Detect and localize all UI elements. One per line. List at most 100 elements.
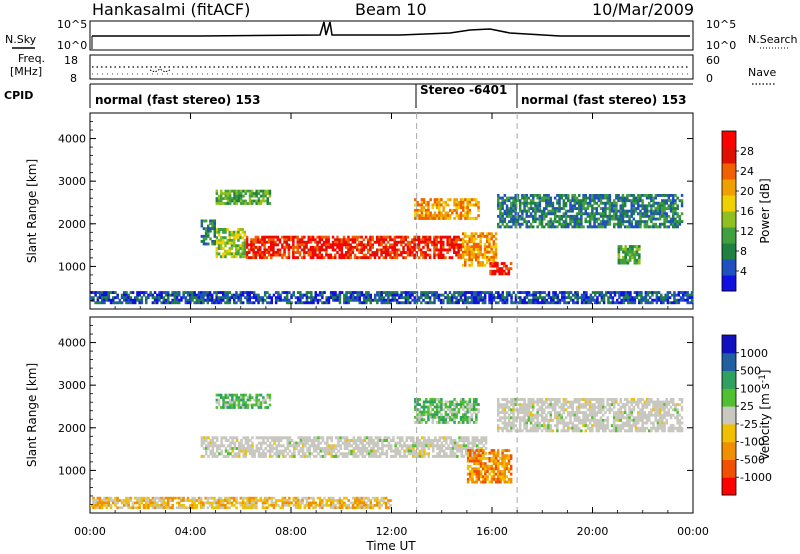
data-cell (617, 222, 620, 226)
data-cell (266, 189, 269, 193)
data-cell (271, 449, 274, 453)
data-cell (552, 301, 555, 305)
data-cell (238, 447, 241, 450)
data-cell (442, 436, 446, 440)
data-cell (571, 421, 574, 425)
data-cell (414, 214, 417, 218)
data-cell (560, 214, 563, 218)
data-cell (200, 224, 204, 228)
data-cell (688, 293, 692, 297)
data-cell (523, 301, 526, 305)
data-cell (455, 415, 458, 419)
data-cell (312, 296, 315, 300)
data-cell (468, 211, 472, 215)
data-cell (512, 220, 515, 224)
data-cell (244, 436, 248, 440)
data-cell (582, 212, 585, 216)
data-cell (455, 410, 458, 414)
data-cell (597, 398, 601, 401)
data-cell (630, 204, 633, 208)
data-cell (328, 452, 331, 456)
data-cell (261, 298, 265, 302)
data-cell (518, 222, 522, 226)
data-cell (492, 457, 496, 460)
data-cell (626, 261, 630, 265)
data-cell (475, 454, 478, 458)
data-cell (477, 408, 480, 412)
data-cell (304, 439, 307, 442)
data-cell (643, 214, 647, 218)
data-cell (665, 225, 668, 229)
data-cell (602, 209, 605, 213)
data-cell (369, 243, 372, 247)
data-cell (374, 449, 378, 453)
y-tick-label: 3000 (58, 175, 86, 188)
data-cell (360, 235, 363, 239)
data-cell (584, 398, 587, 401)
data-cell (259, 194, 263, 198)
data-cell (503, 457, 506, 460)
data-cell (571, 424, 574, 428)
data-cell (272, 235, 275, 239)
data-cell (509, 262, 513, 265)
data-cell (277, 444, 281, 448)
data-cell (389, 238, 392, 242)
data-cell (635, 258, 639, 262)
data-cell (226, 293, 229, 297)
data-cell (593, 196, 596, 200)
data-cell (427, 454, 430, 458)
data-cell (450, 256, 454, 260)
data-cell (306, 441, 309, 445)
data-cell (395, 256, 399, 260)
data-cell (499, 475, 502, 479)
data-cell (462, 415, 465, 419)
data-cell (532, 209, 535, 213)
data-cell (411, 253, 414, 257)
data-cell (466, 403, 469, 406)
data-cell (613, 411, 616, 414)
data-cell (553, 207, 557, 210)
data-cell (241, 249, 244, 253)
data-cell (451, 439, 455, 442)
data-cell (532, 207, 535, 210)
data-cell (233, 452, 237, 456)
data-cell (543, 217, 546, 221)
data-cell (536, 421, 539, 425)
data-cell (464, 447, 468, 450)
data-cell (400, 235, 403, 239)
data-cell (309, 256, 313, 260)
data-cell (538, 293, 542, 297)
data-cell (379, 454, 382, 458)
noise-left-tick-top: 10^5 (57, 18, 87, 31)
data-cell (341, 436, 345, 440)
data-cell (431, 301, 434, 305)
data-cell (569, 207, 572, 210)
data-cell (279, 449, 283, 453)
data-cell (409, 296, 412, 300)
data-cell (469, 459, 472, 463)
data-cell (482, 436, 486, 440)
data-cell (278, 248, 282, 252)
data-cell (477, 261, 480, 264)
data-cell (240, 447, 243, 450)
data-cell (543, 212, 546, 216)
data-cell (384, 301, 388, 305)
data-cell (222, 252, 225, 256)
data-cell (527, 405, 531, 409)
data-cell (532, 424, 535, 428)
data-cell (556, 293, 560, 297)
data-cell (556, 429, 559, 433)
data-cell (521, 209, 524, 213)
data-cell (591, 196, 594, 200)
noise-left-tick-bottom: 10^0 (57, 39, 87, 52)
data-cell (688, 296, 692, 300)
data-cell (575, 413, 579, 417)
data-cell (286, 447, 289, 450)
data-cell (534, 293, 537, 297)
data-cell (276, 251, 280, 254)
data-cell (587, 301, 590, 305)
data-cell (238, 452, 241, 456)
data-cell (536, 296, 540, 300)
data-cell (315, 444, 318, 448)
data-cell (215, 393, 219, 397)
